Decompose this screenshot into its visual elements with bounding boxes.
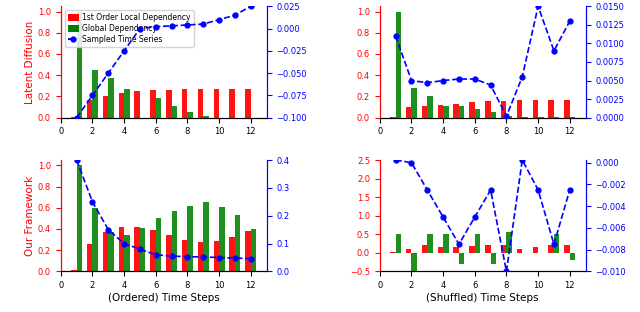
- Bar: [188, 206, 193, 271]
- Bar: [406, 107, 412, 118]
- Bar: [87, 100, 92, 118]
- Bar: [412, 88, 417, 118]
- Bar: [198, 242, 204, 271]
- Bar: [390, 252, 396, 253]
- Bar: [522, 117, 528, 118]
- Bar: [570, 253, 575, 260]
- Bar: [554, 117, 559, 118]
- Bar: [77, 12, 82, 118]
- Bar: [92, 208, 98, 271]
- Bar: [501, 245, 506, 253]
- Bar: [422, 246, 428, 253]
- Bar: [564, 100, 570, 118]
- Legend: 1st Order Local Dependency, Global Dependency, Sampled Time Series: 1st Order Local Dependency, Global Depen…: [65, 10, 194, 47]
- Bar: [453, 104, 459, 118]
- Bar: [443, 234, 449, 253]
- Bar: [390, 117, 396, 118]
- Bar: [485, 101, 491, 118]
- Bar: [406, 249, 412, 253]
- Bar: [103, 96, 108, 118]
- Bar: [77, 165, 82, 271]
- Bar: [245, 89, 251, 118]
- Bar: [87, 244, 92, 271]
- Bar: [475, 234, 481, 253]
- Bar: [108, 78, 114, 118]
- Bar: [92, 70, 98, 118]
- Bar: [118, 227, 124, 271]
- Bar: [182, 89, 188, 118]
- Bar: [532, 247, 538, 253]
- Bar: [428, 234, 433, 253]
- X-axis label: (Shuffled) Time Steps: (Shuffled) Time Steps: [426, 293, 539, 303]
- Bar: [516, 249, 522, 253]
- X-axis label: (Ordered) Time Steps: (Ordered) Time Steps: [108, 293, 220, 303]
- Bar: [491, 253, 496, 264]
- Bar: [214, 241, 219, 271]
- Bar: [443, 106, 449, 118]
- Bar: [570, 117, 575, 118]
- Bar: [245, 231, 251, 271]
- Y-axis label: Our Framework: Our Framework: [25, 176, 35, 256]
- Bar: [188, 112, 193, 118]
- Bar: [548, 246, 554, 253]
- Bar: [71, 117, 77, 118]
- Bar: [204, 115, 209, 118]
- Bar: [554, 234, 559, 253]
- Bar: [156, 98, 161, 118]
- Bar: [453, 247, 459, 253]
- Bar: [485, 246, 491, 253]
- Bar: [396, 12, 401, 118]
- Y-axis label: Latent Diffusion: Latent Diffusion: [25, 20, 35, 104]
- Bar: [548, 100, 554, 118]
- Bar: [532, 100, 538, 118]
- Bar: [198, 89, 204, 118]
- Bar: [214, 89, 219, 118]
- Bar: [516, 100, 522, 118]
- Bar: [459, 253, 465, 264]
- Bar: [204, 202, 209, 271]
- Bar: [438, 247, 443, 253]
- Bar: [229, 237, 235, 271]
- Bar: [475, 109, 481, 118]
- Bar: [469, 246, 475, 253]
- Bar: [166, 90, 172, 118]
- Bar: [251, 229, 256, 271]
- Bar: [396, 234, 401, 253]
- Bar: [103, 232, 108, 271]
- Bar: [506, 115, 512, 118]
- Bar: [118, 93, 124, 118]
- Bar: [140, 228, 145, 271]
- Bar: [506, 232, 512, 253]
- Bar: [428, 96, 433, 118]
- Bar: [172, 211, 177, 271]
- Bar: [156, 218, 161, 271]
- Bar: [235, 215, 241, 271]
- Bar: [108, 232, 114, 271]
- Bar: [491, 112, 496, 118]
- Bar: [219, 207, 225, 271]
- Bar: [134, 227, 140, 271]
- Bar: [150, 230, 156, 271]
- Bar: [438, 105, 443, 118]
- Bar: [150, 90, 156, 118]
- Bar: [538, 117, 543, 118]
- Bar: [124, 89, 130, 118]
- Bar: [422, 106, 428, 118]
- Bar: [182, 240, 188, 271]
- Bar: [564, 245, 570, 253]
- Bar: [412, 253, 417, 271]
- Bar: [134, 91, 140, 118]
- Bar: [229, 89, 235, 118]
- Bar: [459, 106, 465, 118]
- Bar: [166, 235, 172, 271]
- Bar: [469, 102, 475, 118]
- Bar: [172, 106, 177, 118]
- Bar: [501, 101, 506, 118]
- Bar: [124, 235, 130, 271]
